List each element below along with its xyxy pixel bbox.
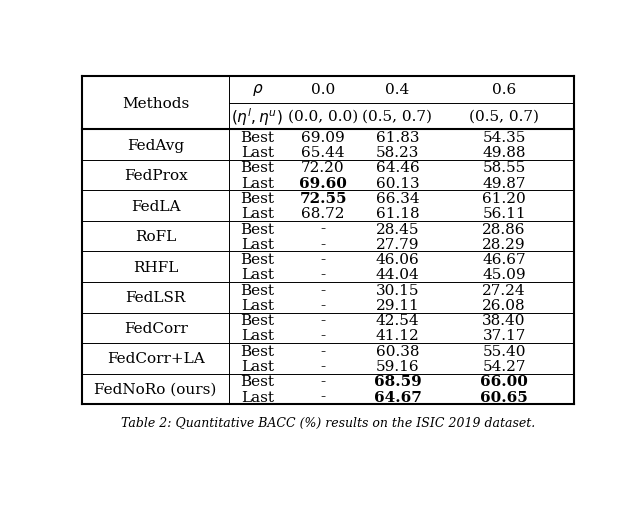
Text: -: - <box>321 344 326 358</box>
Text: 60.13: 60.13 <box>376 177 419 190</box>
Text: -: - <box>321 283 326 297</box>
Text: 27.79: 27.79 <box>376 237 419 251</box>
Text: 28.86: 28.86 <box>483 222 526 236</box>
Text: 69.60: 69.60 <box>299 177 347 190</box>
Text: Best: Best <box>241 314 275 328</box>
Text: -: - <box>321 314 326 328</box>
Text: FedProx: FedProx <box>124 169 188 183</box>
Text: Best: Best <box>241 344 275 358</box>
Text: Last: Last <box>241 146 274 160</box>
Text: 44.04: 44.04 <box>376 268 419 282</box>
Text: (0.0, 0.0): (0.0, 0.0) <box>288 110 358 124</box>
Text: 72.55: 72.55 <box>300 192 347 206</box>
Text: -: - <box>321 222 326 236</box>
Text: 64.46: 64.46 <box>376 161 419 175</box>
Text: 45.09: 45.09 <box>483 268 526 282</box>
Text: 0.0: 0.0 <box>311 83 335 97</box>
Text: Last: Last <box>241 237 274 251</box>
Text: Best: Best <box>241 252 275 267</box>
Text: Best: Best <box>241 222 275 236</box>
Text: 61.83: 61.83 <box>376 131 419 145</box>
Text: (0.5, 0.7): (0.5, 0.7) <box>469 110 539 124</box>
Text: 46.06: 46.06 <box>376 252 419 267</box>
Text: -: - <box>321 237 326 251</box>
Text: 68.72: 68.72 <box>301 207 345 221</box>
Text: $(\eta^l, \eta^u)$: $(\eta^l, \eta^u)$ <box>232 106 284 128</box>
Text: 60.38: 60.38 <box>376 344 419 358</box>
Text: 54.27: 54.27 <box>483 359 526 373</box>
Text: FedCorr+LA: FedCorr+LA <box>107 352 205 365</box>
Text: 49.87: 49.87 <box>483 177 526 190</box>
Text: -: - <box>321 298 326 313</box>
Text: Last: Last <box>241 177 274 190</box>
Text: 56.11: 56.11 <box>483 207 526 221</box>
Text: 26.08: 26.08 <box>483 298 526 313</box>
Text: -: - <box>321 390 326 404</box>
Text: Last: Last <box>241 390 274 404</box>
Text: 65.44: 65.44 <box>301 146 345 160</box>
Text: 29.11: 29.11 <box>376 298 419 313</box>
Text: 49.88: 49.88 <box>483 146 526 160</box>
Text: FedCorr: FedCorr <box>124 321 188 335</box>
Text: Best: Best <box>241 161 275 175</box>
Text: 42.54: 42.54 <box>376 314 419 328</box>
Text: 55.40: 55.40 <box>483 344 526 358</box>
Text: 0.6: 0.6 <box>492 83 516 97</box>
Text: 0.4: 0.4 <box>385 83 410 97</box>
Text: FedNoRo (ours): FedNoRo (ours) <box>95 382 217 396</box>
Text: -: - <box>321 252 326 267</box>
Text: 64.67: 64.67 <box>374 390 421 404</box>
Text: Last: Last <box>241 359 274 373</box>
Text: 28.45: 28.45 <box>376 222 419 236</box>
Text: 69.09: 69.09 <box>301 131 345 145</box>
Text: 41.12: 41.12 <box>376 329 419 343</box>
Text: 46.67: 46.67 <box>483 252 526 267</box>
Text: -: - <box>321 375 326 388</box>
Text: 59.16: 59.16 <box>376 359 419 373</box>
Text: Best: Best <box>241 375 275 388</box>
Text: 66.00: 66.00 <box>480 375 528 388</box>
Text: 54.35: 54.35 <box>483 131 526 145</box>
Text: 72.20: 72.20 <box>301 161 345 175</box>
Text: Best: Best <box>241 192 275 206</box>
Text: 28.29: 28.29 <box>483 237 526 251</box>
Text: 37.17: 37.17 <box>483 329 526 343</box>
Text: 27.24: 27.24 <box>483 283 526 297</box>
Text: Best: Best <box>241 131 275 145</box>
Text: -: - <box>321 359 326 373</box>
Text: 58.55: 58.55 <box>483 161 525 175</box>
Text: 66.34: 66.34 <box>376 192 419 206</box>
Text: 68.59: 68.59 <box>374 375 421 388</box>
Text: (0.5, 0.7): (0.5, 0.7) <box>362 110 433 124</box>
Text: RoFL: RoFL <box>135 230 176 244</box>
Text: Best: Best <box>241 283 275 297</box>
Text: FedLA: FedLA <box>131 200 180 213</box>
Text: Last: Last <box>241 298 274 313</box>
Text: 38.40: 38.40 <box>483 314 526 328</box>
Text: FedLSR: FedLSR <box>125 291 186 305</box>
Text: 30.15: 30.15 <box>376 283 419 297</box>
Text: Table 2: Quantitative BACC (%) results on the ISIC 2019 dataset.: Table 2: Quantitative BACC (%) results o… <box>121 416 535 429</box>
Text: 61.18: 61.18 <box>376 207 419 221</box>
Text: Last: Last <box>241 329 274 343</box>
Text: 61.20: 61.20 <box>482 192 526 206</box>
Text: FedAvg: FedAvg <box>127 138 184 152</box>
Text: RHFL: RHFL <box>133 260 179 274</box>
Text: -: - <box>321 268 326 282</box>
Text: Last: Last <box>241 207 274 221</box>
Text: $\rho$: $\rho$ <box>252 82 263 98</box>
Text: -: - <box>321 329 326 343</box>
Text: 58.23: 58.23 <box>376 146 419 160</box>
Text: 60.65: 60.65 <box>480 390 528 404</box>
Text: Methods: Methods <box>122 96 189 110</box>
Text: Last: Last <box>241 268 274 282</box>
